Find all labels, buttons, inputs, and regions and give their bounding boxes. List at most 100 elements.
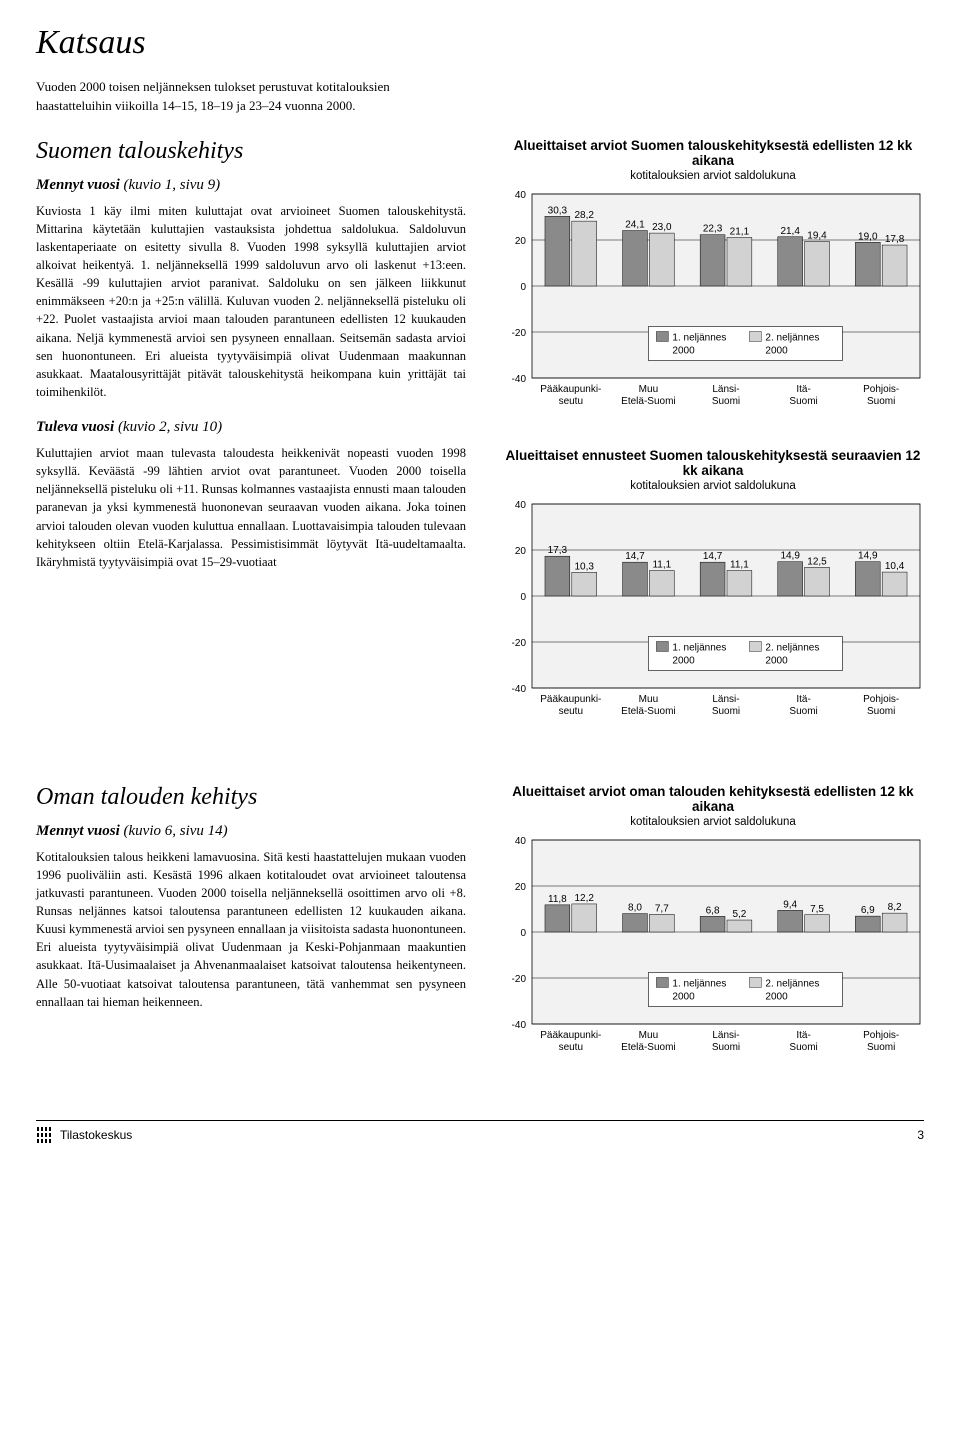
svg-text:23,0: 23,0 — [652, 222, 672, 233]
svg-text:2000: 2000 — [765, 991, 788, 1002]
chart2-block: Alueittaiset ennusteet Suomen talouskehi… — [498, 448, 928, 728]
svg-text:-40: -40 — [512, 684, 527, 695]
svg-text:9,4: 9,4 — [783, 899, 797, 910]
chart3-block: Alueittaiset arviot oman talouden kehity… — [498, 784, 928, 1064]
svg-text:2000: 2000 — [765, 345, 788, 356]
svg-text:0: 0 — [520, 282, 526, 293]
svg-text:17,3: 17,3 — [548, 545, 568, 556]
svg-text:-20: -20 — [512, 328, 527, 339]
svg-text:10,3: 10,3 — [574, 561, 594, 572]
svg-text:Muu: Muu — [639, 694, 658, 705]
svg-text:0: 0 — [520, 592, 526, 603]
svg-text:Muu: Muu — [639, 1030, 658, 1041]
section1-sub1: Mennyt vuosi (kuvio 1, sivu 9) — [36, 177, 466, 194]
svg-text:40: 40 — [515, 190, 527, 201]
svg-text:-20: -20 — [512, 638, 527, 649]
section2-heading: Oman talouden kehitys — [36, 784, 466, 811]
chart2-svg-wrap: -40 -20 0 20 40 17,3 10,3 Pääkaupunki-seutu 14,7… — [498, 498, 928, 728]
svg-text:Itä-: Itä- — [796, 384, 810, 395]
chart3-subtitle: kotitalouksien arviot saldolukuna — [498, 816, 928, 828]
svg-text:19,4: 19,4 — [807, 230, 827, 241]
footer-left: Tilastokeskus — [36, 1127, 132, 1143]
svg-text:Pääkaupunki-: Pääkaupunki- — [540, 694, 601, 705]
svg-text:Etelä-Suomi: Etelä-Suomi — [621, 1042, 675, 1053]
chart1-subtitle: kotitalouksien arviot saldolukuna — [498, 170, 928, 182]
svg-text:19,0: 19,0 — [858, 231, 878, 242]
svg-text:Länsi-: Länsi- — [712, 694, 739, 705]
section1-sub1-rest: (kuvio 1, sivu 9) — [120, 177, 220, 193]
section1-sub2-bold: Tuleva vuosi — [36, 419, 114, 435]
svg-text:6,8: 6,8 — [706, 905, 720, 916]
left-column-2: Oman talouden kehitys Mennyt vuosi (kuvi… — [36, 784, 466, 1094]
svg-text:Pääkaupunki-: Pääkaupunki- — [540, 384, 601, 395]
svg-text:11,8: 11,8 — [548, 894, 567, 905]
svg-text:Suomi: Suomi — [867, 396, 895, 407]
section2-sub1-rest: (kuvio 6, sivu 14) — [120, 823, 228, 839]
svg-text:seutu: seutu — [559, 1042, 583, 1053]
footer-label: Tilastokeskus — [60, 1128, 132, 1142]
svg-text:2. neljännes: 2. neljännes — [765, 642, 819, 653]
svg-text:1. neljännes: 1. neljännes — [672, 332, 726, 343]
svg-text:Suomi: Suomi — [867, 1042, 895, 1053]
svg-text:20: 20 — [515, 236, 527, 247]
svg-text:24,1: 24,1 — [625, 219, 645, 230]
chart2-subtitle: kotitalouksien arviot saldolukuna — [498, 480, 928, 492]
svg-text:-40: -40 — [512, 1020, 527, 1031]
svg-text:8,0: 8,0 — [628, 902, 642, 913]
svg-text:Itä-: Itä- — [796, 1030, 810, 1041]
svg-text:Pohjois-: Pohjois- — [863, 384, 899, 395]
svg-text:seutu: seutu — [559, 706, 583, 717]
chart3-svg-wrap: -40-200204011,812,2Pääkaupunki-seutu8,07… — [498, 834, 928, 1064]
svg-text:20: 20 — [515, 546, 527, 557]
svg-text:Länsi-: Länsi- — [712, 384, 739, 395]
svg-text:Suomi: Suomi — [712, 1042, 740, 1053]
svg-text:12,2: 12,2 — [574, 893, 594, 904]
section2-sub1: Mennyt vuosi (kuvio 6, sivu 14) — [36, 823, 466, 840]
section1-body1: Kuviosta 1 käy ilmi miten kuluttajat ova… — [36, 202, 466, 401]
svg-text:40: 40 — [515, 836, 527, 847]
left-column-1: Suomen talouskehitys Mennyt vuosi (kuvio… — [36, 138, 466, 758]
svg-text:Suomi: Suomi — [789, 1042, 817, 1053]
section2-sub1-bold: Mennyt vuosi — [36, 823, 120, 839]
top-two-column: Suomen talouskehitys Mennyt vuosi (kuvio… — [36, 138, 924, 758]
section1-sub1-bold: Mennyt vuosi — [36, 177, 120, 193]
svg-text:7,7: 7,7 — [655, 903, 669, 914]
section1-sub2-rest: (kuvio 2, sivu 10) — [114, 419, 222, 435]
chart1-block: Alueittaiset arviot Suomen talouskehityk… — [498, 138, 928, 418]
svg-text:14,9: 14,9 — [780, 550, 800, 561]
svg-text:5,2: 5,2 — [732, 909, 746, 920]
svg-text:17,8: 17,8 — [885, 234, 905, 245]
right-column-2: Alueittaiset arviot oman talouden kehity… — [498, 784, 928, 1094]
svg-text:28,2: 28,2 — [574, 210, 594, 221]
svg-text:14,9: 14,9 — [858, 550, 878, 561]
intro-text: Vuoden 2000 toisen neljänneksen tulokset… — [36, 78, 456, 116]
page-footer: Tilastokeskus 3 — [36, 1120, 924, 1143]
svg-text:Itä-: Itä- — [796, 694, 810, 705]
svg-text:30,3: 30,3 — [548, 205, 568, 216]
svg-text:2. neljännes: 2. neljännes — [765, 332, 819, 343]
chart1-title: Alueittaiset arviot Suomen talouskehityk… — [498, 138, 928, 168]
svg-text:Suomi: Suomi — [789, 706, 817, 717]
svg-text:1. neljännes: 1. neljännes — [672, 642, 726, 653]
svg-text:seutu: seutu — [559, 396, 583, 407]
svg-text:2000: 2000 — [672, 655, 695, 666]
svg-text:14,7: 14,7 — [703, 551, 723, 562]
svg-text:Muu: Muu — [639, 384, 658, 395]
section1-sub2: Tuleva vuosi (kuvio 2, sivu 10) — [36, 419, 466, 436]
svg-text:0: 0 — [520, 928, 526, 939]
svg-text:7,5: 7,5 — [810, 903, 824, 914]
chart2-title: Alueittaiset ennusteet Suomen talouskehi… — [498, 448, 928, 478]
svg-text:20: 20 — [515, 882, 527, 893]
svg-text:Suomi: Suomi — [789, 396, 817, 407]
svg-text:Suomi: Suomi — [712, 396, 740, 407]
svg-text:Pohjois-: Pohjois- — [863, 1030, 899, 1041]
svg-text:21,4: 21,4 — [780, 225, 800, 236]
svg-text:12,5: 12,5 — [807, 556, 827, 567]
svg-text:2000: 2000 — [672, 991, 695, 1002]
chart3-title: Alueittaiset arviot oman talouden kehity… — [498, 784, 928, 814]
svg-text:Pohjois-: Pohjois- — [863, 694, 899, 705]
section1-heading: Suomen talouskehitys — [36, 138, 466, 165]
chart1-svg-wrap: -40-200204030,328,2Pääkaupunki-seutu24,1… — [498, 188, 928, 418]
svg-text:40: 40 — [515, 500, 527, 511]
svg-text:11,1: 11,1 — [730, 559, 749, 570]
